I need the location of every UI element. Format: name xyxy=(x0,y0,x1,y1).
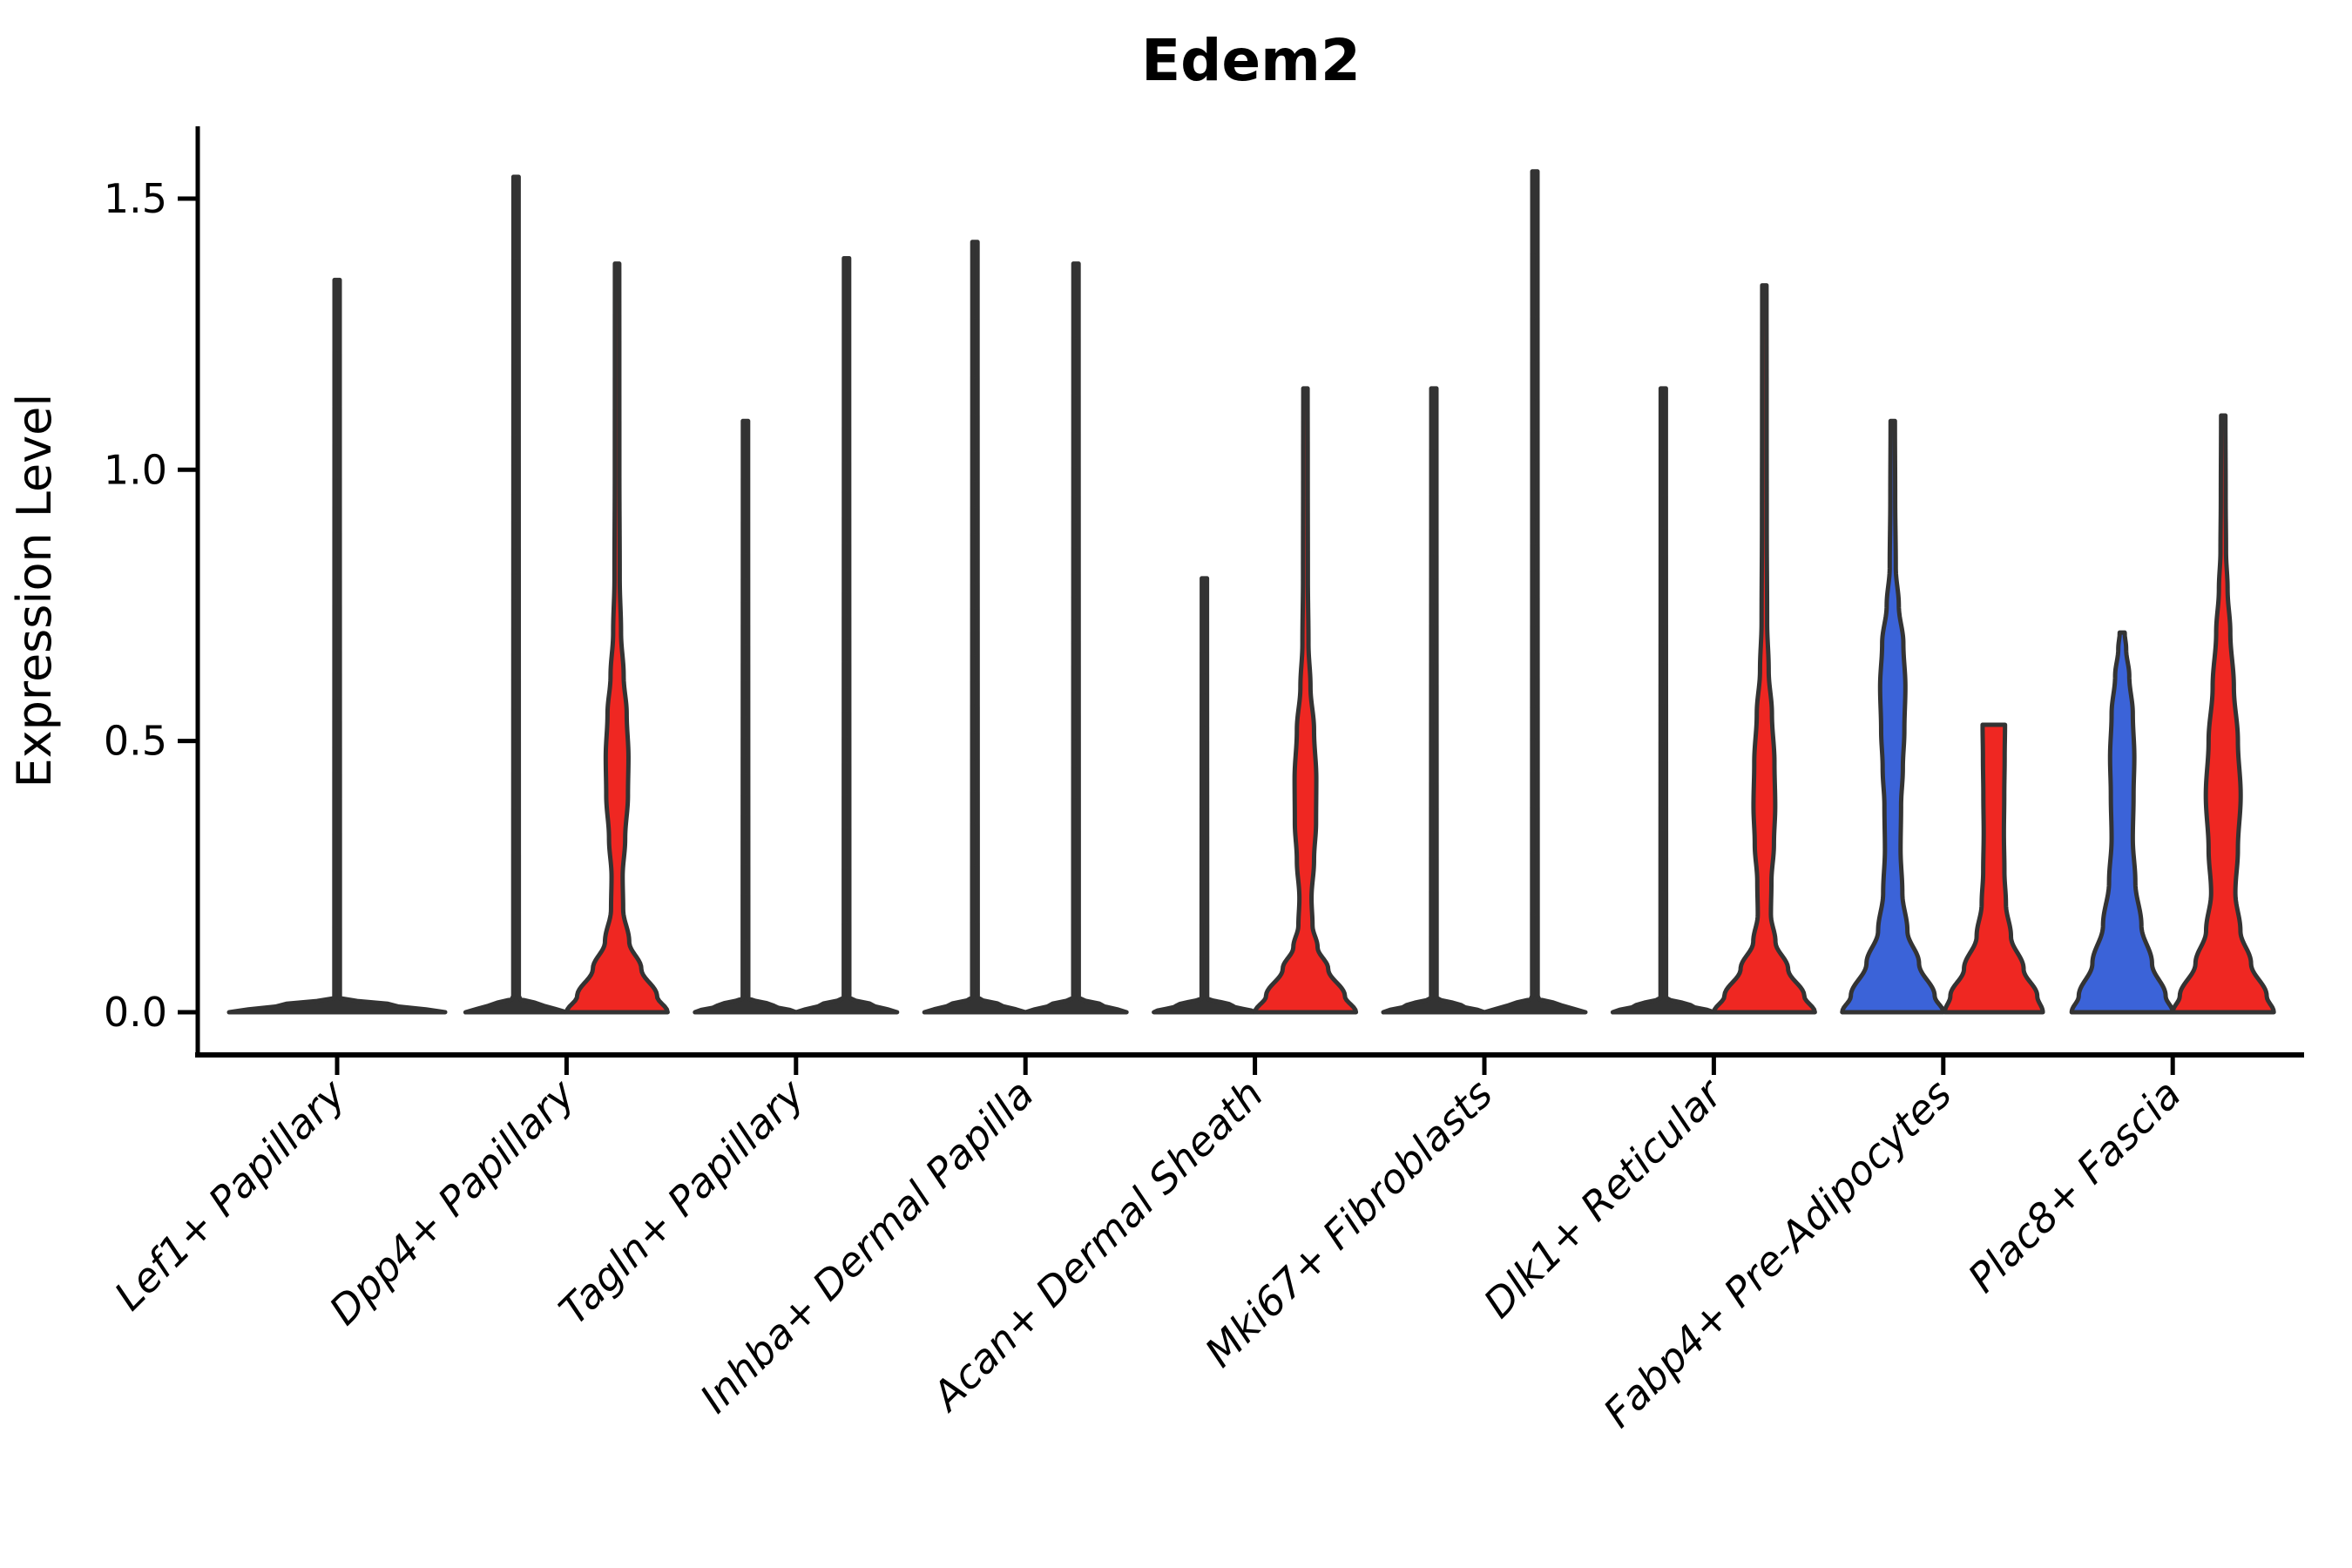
x-tick-label: Plac8+ Fascia xyxy=(1959,1071,2190,1301)
violin-mki67-fibroblasts-dark-left xyxy=(1381,386,1487,1015)
violin-dpp4-papillary-dark-left xyxy=(463,174,569,1015)
y-tick-label: 0.5 xyxy=(104,718,167,765)
violin-lef1-papillary-dark-center xyxy=(226,277,448,1015)
y-tick-label: 1.5 xyxy=(104,175,167,222)
violin-fabp4-pre-adipocytes-red-right xyxy=(1943,722,2045,1015)
x-tick-label: Tagln+ Papillary xyxy=(550,1070,814,1334)
violin-tagln-papillary-dark-left xyxy=(693,418,799,1015)
violin-inhba-dermal-papilla-dark-right xyxy=(1023,261,1129,1015)
violin-dlk1-reticular-red-right xyxy=(1711,283,1817,1015)
x-tick-label: Dlk1+ Reticular xyxy=(1475,1068,1734,1327)
x-tick-label: Lef1+ Papillary xyxy=(105,1070,355,1319)
violin-mki67-fibroblasts-dark-right xyxy=(1482,169,1588,1015)
violin-inhba-dermal-papilla-dark-left xyxy=(922,240,1028,1015)
violin-dlk1-reticular-dark-left xyxy=(1610,386,1716,1015)
x-tick-label: Dpp4+ Papillary xyxy=(321,1070,585,1334)
violin-tagln-papillary-dark-right xyxy=(794,255,900,1015)
violin-fabp4-pre-adipocytes-blue-left xyxy=(1840,418,1946,1015)
violin-plac8-fascia-blue-left xyxy=(2069,630,2175,1015)
y-tick-label: 1.0 xyxy=(104,446,167,493)
violin-acan-dermal-sheath-red-right xyxy=(1253,386,1359,1015)
violin-dpp4-papillary-red-right xyxy=(564,261,670,1015)
violin-acan-dermal-sheath-dark-left xyxy=(1152,576,1258,1015)
y-tick-label: 0.0 xyxy=(104,989,167,1036)
y-axis-label: Expression Level xyxy=(7,394,62,788)
violin-plac8-fascia-red-right xyxy=(2170,413,2276,1015)
plot-title: Edem2 xyxy=(1141,27,1361,94)
